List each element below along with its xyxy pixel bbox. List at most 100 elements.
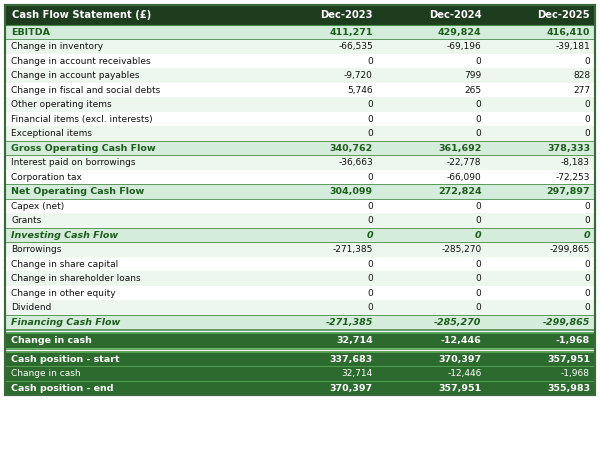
Bar	[5, 272, 595, 286]
Text: Change in shareholder loans: Change in shareholder loans	[11, 274, 140, 283]
Text: EBITDA: EBITDA	[11, 28, 50, 37]
Text: -299,865: -299,865	[542, 318, 590, 327]
Text: -66,090: -66,090	[446, 173, 481, 182]
Bar	[5, 199, 595, 213]
Text: 828: 828	[573, 71, 590, 80]
Text: Capex (net): Capex (net)	[11, 202, 64, 211]
Bar	[5, 83, 595, 97]
Bar	[5, 141, 595, 155]
Text: -12,446: -12,446	[447, 369, 481, 378]
Text: 0: 0	[584, 129, 590, 138]
Text: 0: 0	[476, 57, 481, 66]
Text: 0: 0	[584, 274, 590, 283]
Text: Borrowings: Borrowings	[11, 245, 61, 254]
Text: 0: 0	[476, 216, 481, 225]
Bar	[5, 112, 595, 126]
Text: 0: 0	[367, 289, 373, 298]
Text: 0: 0	[584, 289, 590, 298]
Text: 0: 0	[584, 260, 590, 269]
Bar	[5, 348, 595, 352]
Text: Dec-2024: Dec-2024	[428, 10, 481, 20]
Bar	[5, 5, 595, 25]
Text: 0: 0	[476, 100, 481, 109]
Text: Change in fiscal and social debts: Change in fiscal and social debts	[11, 86, 160, 95]
Text: -1,968: -1,968	[556, 336, 590, 345]
Text: Other operating items: Other operating items	[11, 100, 112, 109]
Text: Change in account receivables: Change in account receivables	[11, 57, 151, 66]
Text: Dec-2023: Dec-2023	[320, 10, 373, 20]
Text: Interest paid on borrowings: Interest paid on borrowings	[11, 158, 136, 167]
Text: 0: 0	[367, 216, 373, 225]
Bar	[5, 54, 595, 69]
Text: Change in share capital: Change in share capital	[11, 260, 118, 269]
Bar	[5, 301, 595, 315]
Text: 0: 0	[367, 173, 373, 182]
Bar	[5, 352, 595, 366]
Text: -22,778: -22,778	[447, 158, 481, 167]
Text: Financial items (excl. interests): Financial items (excl. interests)	[11, 115, 152, 124]
Bar	[5, 97, 595, 112]
Text: -8,183: -8,183	[561, 158, 590, 167]
Text: Corporation tax: Corporation tax	[11, 173, 82, 182]
Text: 799: 799	[464, 71, 481, 80]
Text: -271,385: -271,385	[326, 318, 373, 327]
Text: 361,692: 361,692	[438, 144, 481, 153]
Text: Exceptional items: Exceptional items	[11, 129, 92, 138]
Text: 416,410: 416,410	[547, 28, 590, 37]
Text: 0: 0	[476, 115, 481, 124]
Text: 0: 0	[475, 231, 481, 240]
Text: -12,446: -12,446	[440, 336, 481, 345]
Text: 337,683: 337,683	[329, 355, 373, 364]
Bar	[5, 40, 595, 54]
Bar	[5, 69, 595, 83]
Bar	[5, 170, 595, 184]
Text: Cash position - end: Cash position - end	[11, 384, 113, 393]
Text: Net Operating Cash Flow: Net Operating Cash Flow	[11, 187, 144, 196]
Text: -299,865: -299,865	[550, 245, 590, 254]
Text: 0: 0	[367, 129, 373, 138]
Text: 0: 0	[367, 202, 373, 211]
Text: -1,968: -1,968	[561, 369, 590, 378]
Text: -39,181: -39,181	[555, 42, 590, 51]
Text: Cash Flow Statement (£): Cash Flow Statement (£)	[12, 10, 151, 20]
Text: 357,951: 357,951	[439, 384, 481, 393]
Text: -271,385: -271,385	[332, 245, 373, 254]
Text: 411,271: 411,271	[329, 28, 373, 37]
Bar	[5, 184, 595, 199]
Bar	[5, 286, 595, 301]
Text: 0: 0	[367, 115, 373, 124]
Text: 277: 277	[573, 86, 590, 95]
Bar	[5, 257, 595, 272]
Bar	[5, 5, 595, 396]
Text: 0: 0	[476, 289, 481, 298]
Text: 0: 0	[583, 231, 590, 240]
Text: 0: 0	[584, 202, 590, 211]
Text: 370,397: 370,397	[439, 355, 481, 364]
Text: 265: 265	[464, 86, 481, 95]
Text: Change in cash: Change in cash	[11, 336, 92, 345]
Bar	[5, 366, 595, 381]
Text: -9,720: -9,720	[344, 71, 373, 80]
Text: 0: 0	[367, 100, 373, 109]
Text: Change in account payables: Change in account payables	[11, 71, 139, 80]
Bar	[5, 381, 595, 396]
Text: 0: 0	[584, 216, 590, 225]
Bar	[5, 315, 595, 330]
Text: Cash position - start: Cash position - start	[11, 355, 119, 364]
Text: Dec-2025: Dec-2025	[538, 10, 590, 20]
Text: -285,270: -285,270	[434, 318, 481, 327]
Text: 340,762: 340,762	[329, 144, 373, 153]
Text: Change in other equity: Change in other equity	[11, 289, 116, 298]
Text: 0: 0	[476, 202, 481, 211]
Text: 0: 0	[584, 57, 590, 66]
Text: Investing Cash Flow: Investing Cash Flow	[11, 231, 118, 240]
Text: 355,983: 355,983	[547, 384, 590, 393]
Text: 272,824: 272,824	[438, 187, 481, 196]
Bar	[5, 155, 595, 170]
Bar	[5, 213, 595, 228]
Text: Change in inventory: Change in inventory	[11, 42, 103, 51]
Text: 370,397: 370,397	[330, 384, 373, 393]
Text: 0: 0	[584, 303, 590, 312]
Text: 0: 0	[476, 303, 481, 312]
Bar	[5, 126, 595, 141]
